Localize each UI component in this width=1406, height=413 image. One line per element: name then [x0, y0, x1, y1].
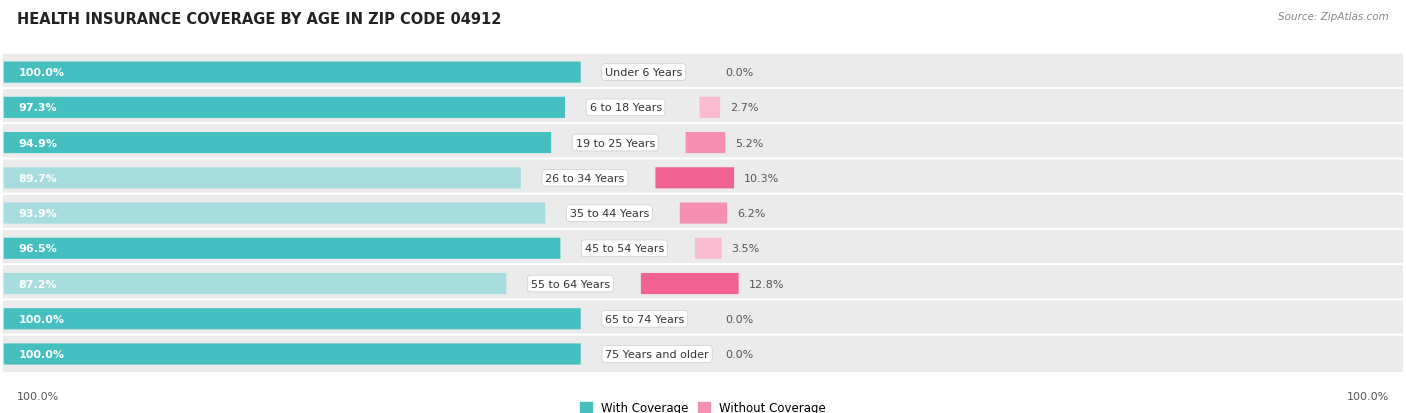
Text: 97.3%: 97.3%	[18, 103, 58, 113]
FancyBboxPatch shape	[4, 203, 546, 224]
FancyBboxPatch shape	[655, 168, 734, 189]
FancyBboxPatch shape	[1, 124, 1405, 163]
Text: 0.0%: 0.0%	[725, 349, 754, 359]
FancyBboxPatch shape	[695, 238, 721, 259]
FancyBboxPatch shape	[1, 54, 1405, 92]
Text: 0.0%: 0.0%	[725, 68, 754, 78]
FancyBboxPatch shape	[4, 133, 551, 154]
FancyBboxPatch shape	[4, 309, 581, 330]
Text: 12.8%: 12.8%	[748, 279, 785, 289]
FancyBboxPatch shape	[4, 273, 506, 294]
FancyBboxPatch shape	[1, 264, 1405, 303]
Text: 100.0%: 100.0%	[1347, 391, 1389, 401]
Text: 93.9%: 93.9%	[18, 209, 58, 218]
FancyBboxPatch shape	[4, 97, 565, 119]
FancyBboxPatch shape	[1, 229, 1405, 268]
FancyBboxPatch shape	[4, 62, 581, 83]
Text: 94.9%: 94.9%	[18, 138, 58, 148]
FancyBboxPatch shape	[1, 159, 1405, 198]
Text: 5.2%: 5.2%	[735, 138, 763, 148]
FancyBboxPatch shape	[686, 133, 725, 154]
Text: 65 to 74 Years: 65 to 74 Years	[605, 314, 685, 324]
FancyBboxPatch shape	[700, 97, 720, 119]
Text: Source: ZipAtlas.com: Source: ZipAtlas.com	[1278, 12, 1389, 22]
Text: 10.3%: 10.3%	[744, 173, 779, 183]
FancyBboxPatch shape	[4, 168, 520, 189]
Text: 87.2%: 87.2%	[18, 279, 58, 289]
Text: 26 to 34 Years: 26 to 34 Years	[546, 173, 624, 183]
Text: 6 to 18 Years: 6 to 18 Years	[589, 103, 662, 113]
Text: 35 to 44 Years: 35 to 44 Years	[569, 209, 650, 218]
Text: 100.0%: 100.0%	[18, 349, 65, 359]
Legend: With Coverage, Without Coverage: With Coverage, Without Coverage	[575, 396, 831, 413]
Text: 0.0%: 0.0%	[725, 314, 754, 324]
Text: Under 6 Years: Under 6 Years	[605, 68, 682, 78]
Text: 100.0%: 100.0%	[18, 68, 65, 78]
FancyBboxPatch shape	[641, 273, 738, 294]
Text: 100.0%: 100.0%	[18, 314, 65, 324]
Text: 45 to 54 Years: 45 to 54 Years	[585, 244, 664, 254]
Text: HEALTH INSURANCE COVERAGE BY AGE IN ZIP CODE 04912: HEALTH INSURANCE COVERAGE BY AGE IN ZIP …	[17, 12, 502, 27]
Text: 3.5%: 3.5%	[731, 244, 759, 254]
Text: 75 Years and older: 75 Years and older	[605, 349, 709, 359]
Text: 6.2%: 6.2%	[737, 209, 765, 218]
FancyBboxPatch shape	[1, 89, 1405, 128]
Text: 19 to 25 Years: 19 to 25 Years	[575, 138, 655, 148]
Text: 2.7%: 2.7%	[730, 103, 758, 113]
Text: 100.0%: 100.0%	[17, 391, 59, 401]
FancyBboxPatch shape	[681, 203, 727, 224]
Text: 55 to 64 Years: 55 to 64 Years	[531, 279, 610, 289]
FancyBboxPatch shape	[1, 300, 1405, 338]
FancyBboxPatch shape	[4, 344, 581, 365]
Text: 89.7%: 89.7%	[18, 173, 58, 183]
Text: 96.5%: 96.5%	[18, 244, 58, 254]
FancyBboxPatch shape	[4, 238, 561, 259]
FancyBboxPatch shape	[1, 335, 1405, 373]
FancyBboxPatch shape	[1, 194, 1405, 233]
